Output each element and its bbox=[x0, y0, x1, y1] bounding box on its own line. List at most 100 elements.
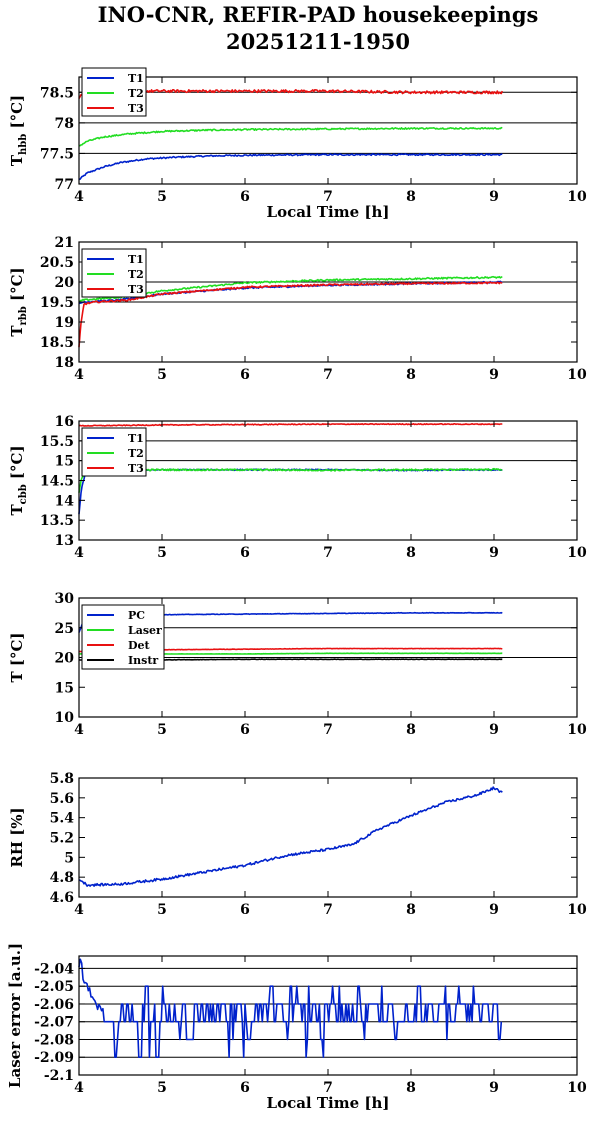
x-tick-label: 6 bbox=[240, 189, 250, 205]
x-tick-label: 10 bbox=[567, 902, 587, 918]
legend-label: T1 bbox=[128, 72, 144, 85]
x-tick-label: 9 bbox=[489, 189, 499, 205]
y-tick-label: 13.5 bbox=[40, 513, 74, 529]
y-tick-label: -2.07 bbox=[34, 1015, 74, 1031]
y-tick-label: 77.5 bbox=[40, 146, 74, 162]
y-tick-label: 14 bbox=[55, 493, 75, 509]
x-tick-label: 9 bbox=[489, 1080, 499, 1096]
legend-label: T1 bbox=[128, 253, 144, 266]
series-line-t2 bbox=[78, 126, 503, 147]
y-tick-label: 16 bbox=[55, 414, 74, 430]
panel-4: 4 5 6 7 8 9 10 10 15 20 25 30 T [°C] PC Laser Det Instr bbox=[8, 591, 587, 738]
y-tick-label: 78.5 bbox=[40, 85, 74, 101]
y-axis-label: Trbb [°C] bbox=[8, 267, 29, 336]
y-tick-label: -2.09 bbox=[34, 1050, 74, 1066]
y-tick-label: 30 bbox=[55, 591, 75, 607]
y-tick-label: 19.5 bbox=[40, 295, 74, 311]
y-axis-label: Thbb [°C] bbox=[8, 95, 29, 166]
y-tick-label: 10 bbox=[55, 710, 75, 726]
x-axis-label: Local Time [h] bbox=[267, 1094, 390, 1112]
y-tick-label: -2.08 bbox=[34, 1032, 74, 1048]
series-line-t3 bbox=[78, 88, 504, 99]
x-tick-label: 5 bbox=[157, 722, 167, 738]
panels: 4 5 6 7 8 9 10 7 7 77.5 7 8 78.5 Thbb [°C] Local Time … bbox=[6, 67, 587, 1112]
panel-6: 4 5 6 7 8 9 10 -2.1 -2.09 -2.08-2.07 -2.06 -2.05 -2.… bbox=[6, 943, 587, 1112]
x-tick-label: 4 bbox=[74, 1080, 84, 1096]
y-tick-label: 15 bbox=[55, 680, 74, 696]
legend-label: T2 bbox=[128, 447, 144, 460]
x-tick-label: 9 bbox=[489, 902, 499, 918]
x-tick-label: 6 bbox=[240, 722, 250, 738]
legend-label: T3 bbox=[128, 462, 144, 475]
legend: T1 T2 T3 bbox=[81, 427, 147, 477]
y-axis-label: T [°C] bbox=[8, 632, 26, 682]
y-tick-label: -2.05 bbox=[34, 979, 74, 995]
legend-label: Instr bbox=[128, 654, 158, 667]
x-tick-label: 9 bbox=[489, 367, 499, 383]
x-tick-label: 10 bbox=[567, 545, 587, 561]
y-tick-label: -2.04 bbox=[34, 961, 74, 977]
legend-label: T3 bbox=[128, 283, 144, 296]
series-line-t3 bbox=[78, 423, 503, 427]
y-tick-label: 20.5 bbox=[40, 255, 74, 271]
x-tick-label: 4 bbox=[74, 367, 84, 383]
legend-label: Det bbox=[128, 639, 151, 652]
series-line-data bbox=[78, 958, 503, 1058]
x-tick-label: 10 bbox=[567, 189, 587, 205]
x-tick-label: 8 bbox=[406, 902, 416, 918]
x-tick-label: 4 bbox=[74, 902, 84, 918]
y-tick-label: -2.1 bbox=[44, 1068, 74, 1084]
series-line-t2 bbox=[78, 275, 503, 303]
y-tick-label: 5.8 bbox=[50, 771, 74, 787]
x-tick-label: 6 bbox=[240, 902, 250, 918]
y-tick-label: 14.5 bbox=[40, 474, 74, 490]
x-tick-label: 5 bbox=[157, 189, 167, 205]
y-tick-label: 18.5 bbox=[40, 335, 74, 351]
y-tick-label: 4.8 bbox=[50, 870, 74, 886]
x-tick-label: 7 bbox=[323, 722, 333, 738]
y-tick-label: 21 bbox=[55, 235, 74, 251]
figure-subtitle: 20251211-1950 bbox=[226, 29, 410, 54]
y-tick-label: 13 bbox=[55, 533, 74, 549]
x-tick-label: 6 bbox=[240, 367, 250, 383]
y-tick-label: 15 bbox=[55, 454, 74, 470]
legend: T1 T2 T3 bbox=[81, 248, 147, 298]
y-tick-label: 18 bbox=[55, 355, 74, 371]
legend-label: PC bbox=[128, 609, 145, 622]
x-tick-label: 4 bbox=[74, 189, 84, 205]
x-tick-label: 6 bbox=[240, 545, 250, 561]
y-tick-label: 15.5 bbox=[40, 434, 74, 450]
x-tick-label: 7 bbox=[323, 902, 333, 918]
x-tick-label: 10 bbox=[567, 1080, 587, 1096]
x-tick-label: 7 bbox=[323, 1080, 333, 1096]
y-tick-label: 20 bbox=[55, 651, 75, 667]
x-tick-label: 9 bbox=[489, 545, 499, 561]
legend: PC Laser Det Instr bbox=[81, 604, 165, 670]
x-tick-label: 8 bbox=[406, 545, 416, 561]
x-tick-label: 8 bbox=[406, 189, 416, 205]
x-tick-label: 6 bbox=[240, 1080, 250, 1096]
legend-label: T3 bbox=[128, 102, 144, 115]
y-tick-label: 5.6 bbox=[50, 791, 74, 807]
x-tick-label: 7 bbox=[323, 367, 333, 383]
y-tick-label: 5 bbox=[64, 850, 74, 866]
y-tick-label: -2.06 bbox=[34, 997, 74, 1013]
x-axis-label: Local Time [h] bbox=[267, 203, 390, 221]
x-tick-label: 9 bbox=[489, 722, 499, 738]
x-tick-label: 8 bbox=[406, 1080, 416, 1096]
y-tick-label: 20 bbox=[55, 275, 75, 291]
y-axis-label: Tcbb [°C] bbox=[8, 445, 29, 515]
legend-label: T1 bbox=[128, 432, 144, 445]
series-line-t3 bbox=[78, 281, 503, 348]
series-line-t1 bbox=[78, 153, 503, 181]
series-line-data bbox=[78, 786, 503, 887]
plot-frame bbox=[78, 420, 578, 541]
x-tick-label: 4 bbox=[74, 545, 84, 561]
x-tick-label: 8 bbox=[406, 367, 416, 383]
x-tick-label: 7 bbox=[323, 189, 333, 205]
figure-title: INO-CNR, REFIR-PAD housekeepings bbox=[98, 2, 539, 27]
y-axis-label: RH [%] bbox=[8, 807, 26, 867]
